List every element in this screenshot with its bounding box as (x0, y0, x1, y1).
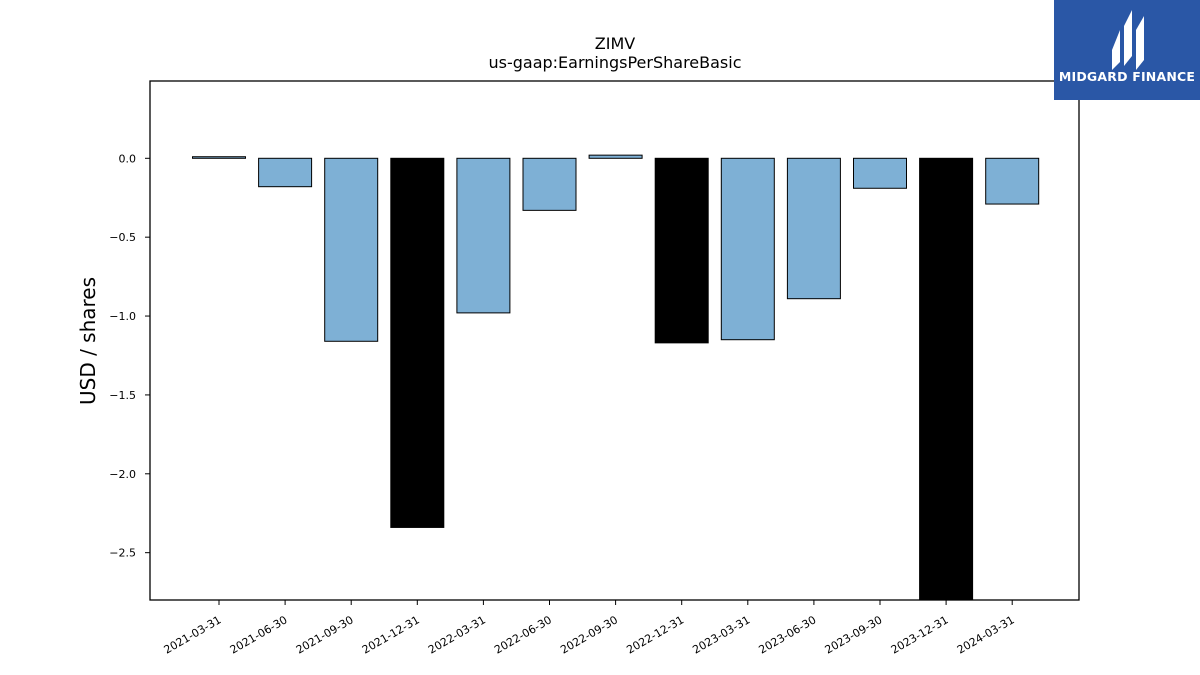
x-tick-label: 2024-03-31 (955, 613, 1017, 656)
bar-2021-06-30 (258, 157, 313, 188)
bars-group (192, 154, 1040, 601)
bar-2021-09-30 (324, 157, 379, 342)
bar-2022-03-31 (456, 157, 511, 314)
y-axis-label: USD / shares (76, 277, 100, 405)
x-tick-label: 2021-09-30 (294, 613, 356, 656)
x-tick-label: 2023-06-30 (757, 613, 819, 656)
bar-2024-03-31 (985, 157, 1040, 205)
bar-2023-09-30 (853, 157, 907, 189)
y-tick-label: 0.0 (119, 152, 137, 165)
x-tick-label: 2021-12-31 (360, 613, 422, 656)
y-tick-label: −2.0 (109, 468, 136, 481)
y-tick-label: −1.5 (109, 389, 136, 402)
chart-subtitle: us-gaap:EarningsPerShareBasic (488, 53, 741, 72)
x-tick-label: 2023-03-31 (690, 613, 752, 656)
x-tick-label: 2022-03-31 (426, 613, 488, 656)
logo-text: MIDGARD FINANCE (1058, 69, 1196, 84)
bar-2022-06-30 (522, 157, 577, 211)
x-tick-label: 2022-06-30 (492, 613, 554, 656)
bar-2022-12-31 (654, 157, 709, 344)
x-tick-label: 2022-12-31 (624, 613, 686, 656)
chart-title: ZIMV (595, 34, 635, 53)
x-tick-label: 2021-03-31 (162, 613, 224, 656)
bar-2021-03-31 (192, 156, 246, 159)
midgard-finance-logo: MIDGARD FINANCE (1054, 0, 1200, 100)
bar-2023-03-31 (720, 157, 775, 341)
x-tick-label: 2023-09-30 (823, 613, 885, 656)
bar-2023-06-30 (786, 157, 841, 300)
y-tick-label: −0.5 (109, 231, 136, 244)
x-tick-label: 2022-09-30 (558, 613, 620, 656)
x-ticks-group: 2021-03-31 2021-06-30 2021-09-30 2021-12-31… (162, 600, 1017, 657)
x-tick-label: 2023-12-31 (889, 613, 951, 656)
bar-2022-09-30 (588, 154, 643, 159)
midgard-logo-icon (1112, 10, 1144, 70)
plot-frame (149, 80, 1080, 601)
y-tick-label: −1.0 (109, 310, 136, 323)
x-tick-label: 2021-06-30 (228, 613, 290, 656)
y-ticks-group: 0.0 −0.5 −1.0 −1.5 −2.0 −2.5 (109, 152, 150, 560)
bar-2023-12-31 (919, 157, 974, 601)
y-tick-label: −2.5 (109, 547, 136, 560)
bar-2021-12-31 (390, 157, 445, 528)
